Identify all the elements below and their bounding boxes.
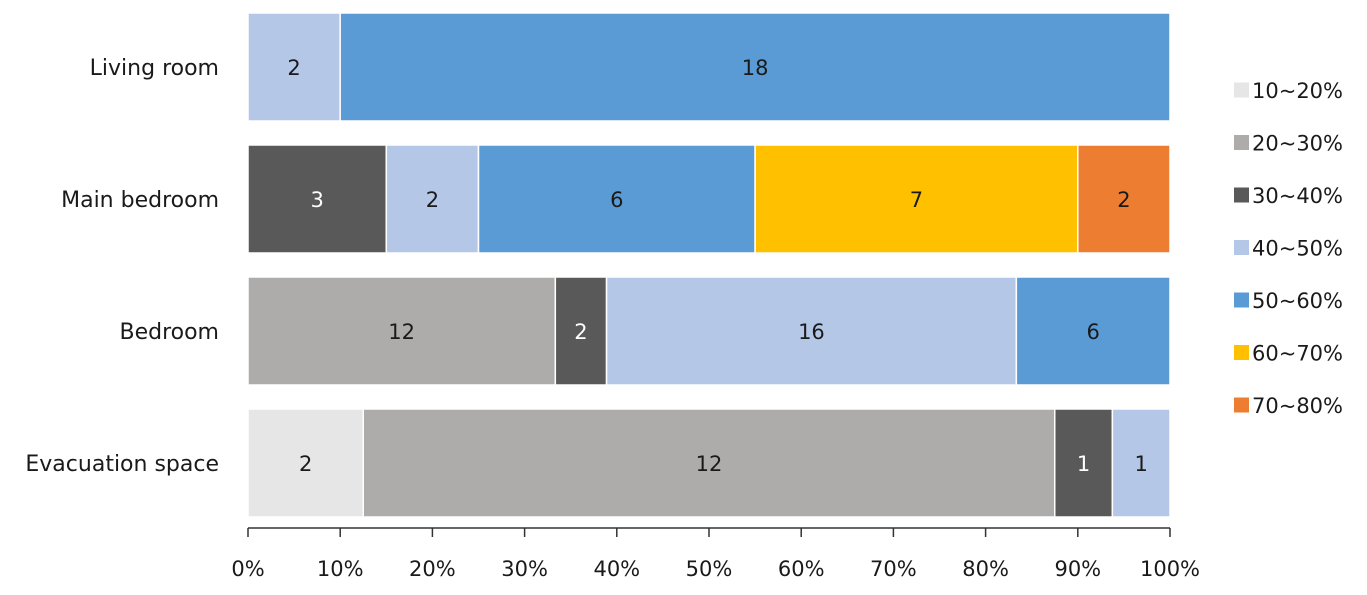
x-tick-label: 50% bbox=[686, 557, 733, 581]
legend-swatch-70-80 bbox=[1234, 397, 1249, 413]
bars-group: 2 18 3 2 6 7 2 12 2 16 6 2 12 1 1 bbox=[247, 12, 1171, 518]
data-label: 1 bbox=[1135, 452, 1148, 476]
category-label-bedroom: Bedroom bbox=[119, 320, 219, 345]
x-tick-label: 10% bbox=[317, 557, 364, 581]
bar-segment-evacuation-space-3 bbox=[1111, 408, 1171, 518]
data-label: 2 bbox=[426, 188, 439, 212]
data-label: 7 bbox=[910, 188, 923, 212]
data-label: 6 bbox=[610, 188, 623, 212]
bar-segment-main-bedroom-2 bbox=[247, 144, 388, 254]
bar-segment-living-room-3 bbox=[247, 12, 341, 122]
bar-segment-main-bedroom-6 bbox=[1077, 144, 1171, 254]
data-label: 16 bbox=[798, 320, 825, 344]
legend-swatch-40-50 bbox=[1234, 240, 1249, 255]
data-label: 1 bbox=[1077, 452, 1090, 476]
bar-segment-evacuation-space-2 bbox=[1054, 408, 1114, 518]
legend-label: 30~40% bbox=[1252, 184, 1343, 208]
bar-segment-bedroom-4 bbox=[1015, 276, 1171, 386]
data-label: 2 bbox=[287, 56, 300, 80]
x-tick-label: 70% bbox=[870, 557, 917, 581]
legend-swatch-60-70 bbox=[1234, 345, 1249, 360]
data-label: 6 bbox=[1086, 320, 1099, 344]
data-label: 2 bbox=[299, 452, 312, 476]
legend-label: 40~50% bbox=[1252, 237, 1343, 261]
bar-segment-main-bedroom-4 bbox=[477, 144, 756, 254]
x-tick-label: 80% bbox=[962, 557, 1009, 581]
x-tick-label: 30% bbox=[501, 557, 548, 581]
legend-swatch-10-20 bbox=[1234, 82, 1249, 98]
bar-segment-bedroom-3 bbox=[605, 276, 1018, 386]
data-label: 12 bbox=[696, 452, 723, 476]
bar-segment-living-room-4 bbox=[339, 12, 1171, 122]
legend-swatch-20-30 bbox=[1234, 135, 1249, 150]
category-label-living-room: Living room bbox=[90, 56, 219, 81]
bar-segment-bedroom-1 bbox=[247, 276, 557, 386]
bar-segment-main-bedroom-5 bbox=[754, 144, 1079, 254]
data-label: 2 bbox=[574, 320, 587, 344]
bar-segment-main-bedroom-3 bbox=[385, 144, 480, 254]
legend-label: 50~60% bbox=[1252, 289, 1343, 313]
data-label: 18 bbox=[742, 56, 769, 80]
x-tick-label: 90% bbox=[1054, 557, 1101, 581]
legend-label: 60~70% bbox=[1252, 342, 1343, 366]
x-tick-label: 60% bbox=[778, 557, 825, 581]
x-tick-label: 0% bbox=[231, 557, 264, 581]
legend: 10~20% 20~30% 30~40% 40~50% 50~60% 60~70% 70~8… bbox=[1234, 79, 1343, 418]
legend-label: 20~30% bbox=[1252, 132, 1343, 156]
bar-segment-bedroom-2 bbox=[554, 276, 608, 386]
category-label-evacuation-space: Evacuation space bbox=[25, 452, 219, 477]
x-tick-label: 40% bbox=[593, 557, 640, 581]
x-tick-label: 100% bbox=[1140, 557, 1200, 581]
x-axis: 0% 10% 20% 30% 40% 50% 60% 70% 80% 90% 100% bbox=[231, 527, 1200, 581]
legend-swatch-50-60 bbox=[1234, 292, 1249, 308]
legend-swatch-30-40 bbox=[1234, 187, 1249, 203]
data-label: 2 bbox=[1117, 188, 1130, 212]
legend-label: 10~20% bbox=[1252, 79, 1343, 103]
bar-segment-evacuation-space-1 bbox=[362, 408, 1056, 518]
legend-label: 70~80% bbox=[1252, 394, 1343, 418]
category-labels: Living room Main bedroom Bedroom Evacuation… bbox=[25, 56, 219, 477]
bar-segment-evacuation-space-0 bbox=[247, 408, 364, 518]
data-label: 3 bbox=[310, 188, 323, 212]
category-label-main-bedroom: Main bedroom bbox=[61, 188, 219, 213]
x-tick-label: 20% bbox=[409, 557, 456, 581]
data-label: 12 bbox=[388, 320, 415, 344]
